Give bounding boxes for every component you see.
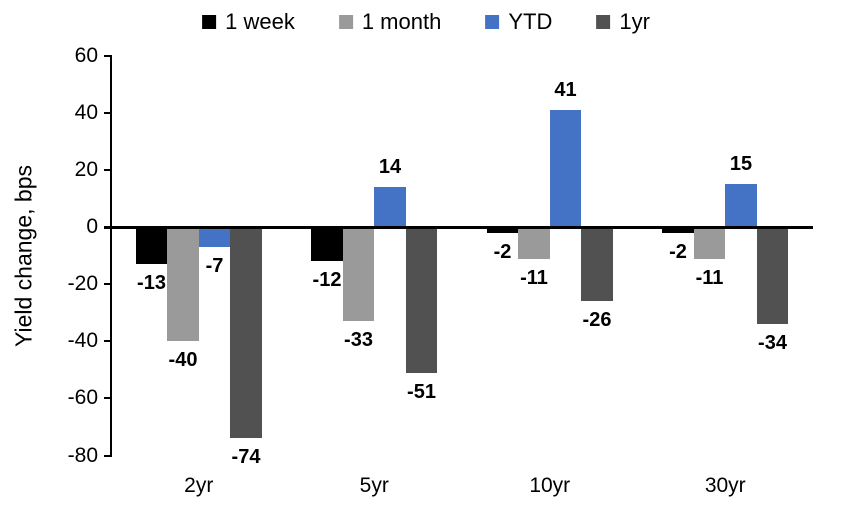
y-axis-tick--80 [104,454,112,457]
legend-marker-1yr [596,15,611,29]
data-label-30yr-ytd: 15 [729,153,753,176]
y-axis-tick-40 [104,112,112,115]
legend-item-1-week: 1 week [202,9,295,35]
data-label-2yr-ytd: -7 [205,255,224,278]
y-tick-label--80: -80 [67,443,98,467]
data-label-10yr-1yr: -26 [582,309,612,332]
legend-label-1-month: 1 month [361,9,442,34]
y-axis-tick-20 [104,169,112,172]
data-label-10yr-ytd: 41 [554,79,577,102]
legend-label-1yr: 1yr [619,9,650,34]
y-axis-line [110,56,112,456]
bar-5yr-1-month [342,227,375,322]
bar-2yr-1yr [230,227,262,439]
data-label-5yr-1-week: -12 [312,269,342,292]
legend-label-1-week: 1 week [225,9,295,34]
zero-baseline [104,225,813,229]
bar-5yr-ytd [374,187,406,228]
y-tick-label--60: -60 [67,386,98,410]
bar-30yr-ytd [725,184,757,228]
chart-legend: 1 week 1 month YTD 1yr [202,9,650,35]
bar-2yr-ytd [198,227,231,248]
legend-item-1-month: 1 month [338,9,442,35]
y-axis-title: Yield change, bps [10,164,37,347]
data-label-10yr-1-week: -2 [493,240,512,263]
legend-label-ytd: YTD [508,9,553,34]
bar-5yr-1-week [311,227,343,262]
bar-10yr-1-month [518,227,550,259]
y-tick-label-60: 60 [74,44,98,67]
data-label-30yr-1-week: -2 [669,240,687,263]
y-axis-tick--20 [104,283,112,286]
data-label-5yr-1-month: -33 [344,329,373,352]
data-label-10yr-1-month: -11 [520,266,548,289]
bar-30yr-1-month [693,227,726,259]
y-tick-label--40: -40 [67,329,98,353]
y-tick-label-0: 0 [86,215,98,239]
bar-30yr-1-week [662,227,694,233]
x-category-label-5yr: 5yr [359,474,389,497]
bar-10yr-ytd [549,110,582,228]
legend-marker-1-month [338,15,353,29]
legend-item-ytd: YTD [485,9,552,35]
bar-30yr-1yr [756,227,789,325]
x-category-label-30yr: 30yr [704,474,746,497]
y-axis-tick--40 [104,340,112,343]
y-tick-label-20: 20 [74,158,98,182]
bar-2yr-1-month [167,227,199,342]
y-tick-label--20: -20 [67,272,98,296]
data-label-2yr-1-week: -13 [137,272,166,295]
bar-2yr-1-week [135,227,168,265]
data-label-5yr-1yr: -51 [407,380,436,403]
data-label-30yr-1-month: -11 [695,266,724,289]
data-label-30yr-1yr: -34 [758,332,787,355]
y-tick-label-40: 40 [74,101,98,125]
data-label-2yr-1yr: -74 [231,446,261,469]
y-axis-tick-60 [104,55,112,57]
bar-10yr-1yr [581,227,613,302]
data-label-5yr-ytd: 14 [378,156,402,179]
legend-marker-1-week [202,15,217,29]
x-category-label-10yr: 10yr [529,474,571,497]
legend-marker-ytd [485,15,500,29]
x-category-label-2yr: 2yr [184,474,214,497]
legend-item-1yr: 1yr [596,9,650,35]
bar-5yr-1yr [405,227,438,373]
bar-10yr-1-week [486,227,519,233]
data-label-2yr-1-month: -40 [168,349,198,372]
y-axis-tick--60 [104,397,112,400]
